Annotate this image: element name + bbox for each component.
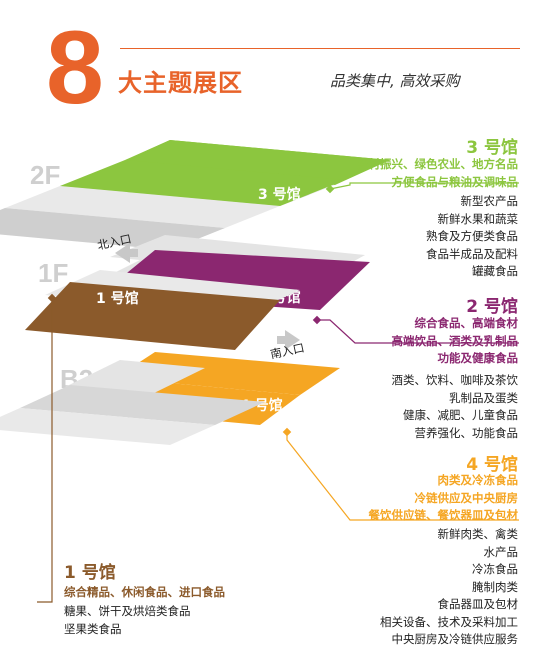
list-item: 食品半成品及配料 xyxy=(426,246,518,261)
list-item: 新鲜肉类、禽类 xyxy=(437,527,519,541)
hall-3-title: 3 号馆 xyxy=(466,138,518,158)
list-item: 酒类、饮料、咖啡及茶饮 xyxy=(391,373,519,387)
hall-2-highlights: 综合食品、高端食材 高端饮品、酒类及乳制品 功能及健康食品 xyxy=(392,315,519,368)
hall-2-item-list: 酒类、饮料、咖啡及茶饮 乳制品及蛋类 健康、减肥、儿童食品 营养强化、功能食品 xyxy=(392,372,519,442)
hall-3-highlight: 乡村振兴、绿色农业、地方名品 xyxy=(357,157,518,171)
hall-1-stripe-label: 1 号馆 xyxy=(96,290,139,307)
hall-2-highlight: 综合食品、高端食材 xyxy=(414,316,519,330)
hall-4-highlight: 冷链供应及中央厨房 xyxy=(414,490,519,505)
list-item: 罐藏食品 xyxy=(472,264,518,278)
hall-1-item-list: 糖果、饼干及烘焙类食品 坚果类食品 xyxy=(64,603,191,638)
hall-1-title: 1 号馆 xyxy=(64,563,116,583)
list-item: 中央厨房及冷链供应服务 xyxy=(391,632,519,646)
hall-4-highlight: 肉类及冷冻食品 xyxy=(437,473,519,487)
hall-1-leader-line xyxy=(37,298,53,603)
section-number: 8 xyxy=(46,10,104,126)
hall-4-highlights: 肉类及冷冻食品 冷链供应及中央厨房 餐饮供应链、餐饮器皿及包材 xyxy=(369,472,519,525)
hall-2-highlight: 高端饮品、酒类及乳制品 xyxy=(391,333,519,348)
floor-b2-stripe-mid xyxy=(20,385,265,425)
hall-2-highlight: 功能及健康食品 xyxy=(437,351,519,365)
hall-3-item-list: 新型农产品 新鲜水果和蔬菜 熟食及方便类食品 食品半成品及配料 罐藏食品 xyxy=(426,193,518,281)
list-item: 糖果、饼干及烘焙类食品 xyxy=(64,604,191,618)
floor-b2-stripe-front xyxy=(0,408,215,445)
section-title: 大主题展区 xyxy=(118,69,243,97)
floor-label-1f: 1F xyxy=(38,258,69,288)
north-entrance-arrow-icon xyxy=(115,243,138,263)
list-item: 冷冻食品 xyxy=(472,562,518,576)
title-divider xyxy=(120,48,520,49)
hall-4-highlight: 餐饮供应链、餐饮器皿及包材 xyxy=(368,508,519,522)
list-item: 水产品 xyxy=(483,544,519,559)
hall-2-leader-line xyxy=(317,319,519,344)
floor-label-2f: 2F xyxy=(30,160,61,190)
hall-4-title: 4 号馆 xyxy=(466,455,518,475)
list-item: 健康、减肥、儿童食品 xyxy=(403,408,518,422)
hall-3-leader-line xyxy=(329,182,519,190)
list-item: 坚果类食品 xyxy=(64,621,122,636)
hall-4-item-list: 新鲜肉类、禽类 水产品 冷冻食品 腌制肉类 食品器皿及包材 相关设备、技术及采料… xyxy=(380,526,518,649)
section-tagline: 品类集中, 高效采购 xyxy=(330,72,460,90)
floor-2f-stripe-mid xyxy=(5,186,280,228)
hall-1-stripe[interactable] xyxy=(25,282,280,350)
list-item: 营养强化、功能食品 xyxy=(414,425,519,440)
hall-3-stripe-label: 3 号馆 xyxy=(258,186,301,203)
hall-3-stripe[interactable] xyxy=(60,160,345,206)
list-item: 相关设备、技术及采料加工 xyxy=(380,614,518,629)
hall-3-highlight: 方便食品与粮油及调味品 xyxy=(391,174,519,189)
hall-1-highlights: 综合精品、休闲食品、进口食品 xyxy=(64,584,225,602)
list-item: 新鲜水果和蔬菜 xyxy=(437,211,519,226)
hall-3-highlights: 乡村振兴、绿色农业、地方名品 方便食品与粮油及调味品 xyxy=(357,156,518,191)
south-entrance-arrow-icon xyxy=(277,330,300,350)
list-item: 乳制品及蛋类 xyxy=(449,390,518,405)
hall-4-stripe-top[interactable] xyxy=(115,352,340,395)
hall-2-title: 2 号馆 xyxy=(466,297,518,317)
list-item: 食品器皿及包材 xyxy=(437,597,519,611)
list-item: 新型农产品 xyxy=(460,194,519,208)
list-item: 腌制肉类 xyxy=(472,579,518,594)
hall-1-highlight: 综合精品、休闲食品、进口食品 xyxy=(64,585,225,599)
list-item: 熟食及方便类食品 xyxy=(426,229,518,243)
